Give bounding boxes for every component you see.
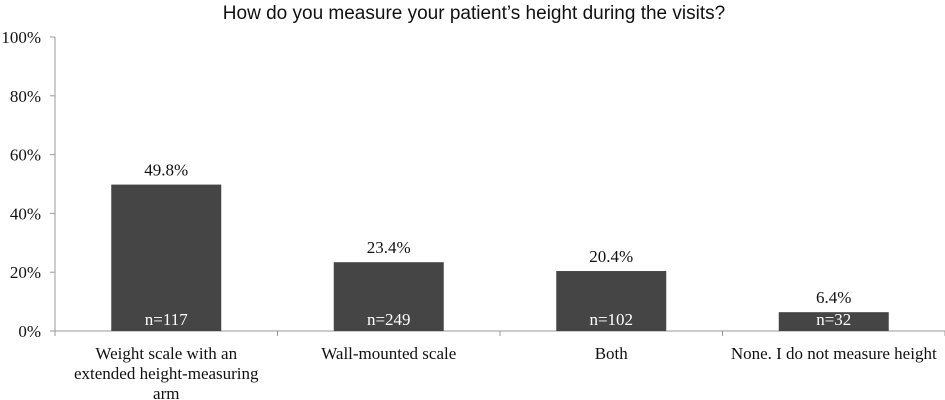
y-tick-label: 20% xyxy=(10,263,41,282)
bar xyxy=(111,184,222,331)
bar xyxy=(333,262,444,331)
bar-value-label: 20.4% xyxy=(589,247,633,266)
bar-sample-size-label: n=32 xyxy=(816,310,851,329)
y-tick-label: 80% xyxy=(10,87,41,106)
bar-sample-size-label: n=102 xyxy=(589,310,633,329)
bar-sample-size-label: n=117 xyxy=(145,310,188,329)
x-category-label: None. I do not measure height xyxy=(731,344,937,363)
sample-size-labels: n=117 n=249 n=102 n=32 xyxy=(145,310,852,329)
y-axis: 0% 20% 40% 60% 80% 100% xyxy=(1,28,56,341)
x-category-label: Both xyxy=(595,344,629,363)
bar xyxy=(778,312,889,331)
y-tick-label: 60% xyxy=(10,146,41,165)
bar-sample-size-label: n=249 xyxy=(367,310,411,329)
bar-value-label: 6.4% xyxy=(816,288,851,307)
value-labels: 49.8% 23.4% 20.4% 6.4% xyxy=(144,161,851,308)
y-tick-label: 40% xyxy=(10,204,41,223)
chart-title: How do you measure your patient’s height… xyxy=(223,3,725,24)
y-tick-label: 100% xyxy=(1,28,41,47)
bars xyxy=(111,184,889,331)
category-labels: Weight scale with an extended height-meas… xyxy=(74,344,937,400)
x-category-label: Weight scale with an extended height-meas… xyxy=(74,344,259,400)
y-tick-label: 0% xyxy=(18,322,41,341)
bar xyxy=(556,271,667,331)
bar-value-label: 23.4% xyxy=(367,238,411,257)
bar-value-label: 49.8% xyxy=(144,161,188,180)
x-axis xyxy=(54,330,945,336)
x-category-label: Wall-mounted scale xyxy=(321,344,456,363)
